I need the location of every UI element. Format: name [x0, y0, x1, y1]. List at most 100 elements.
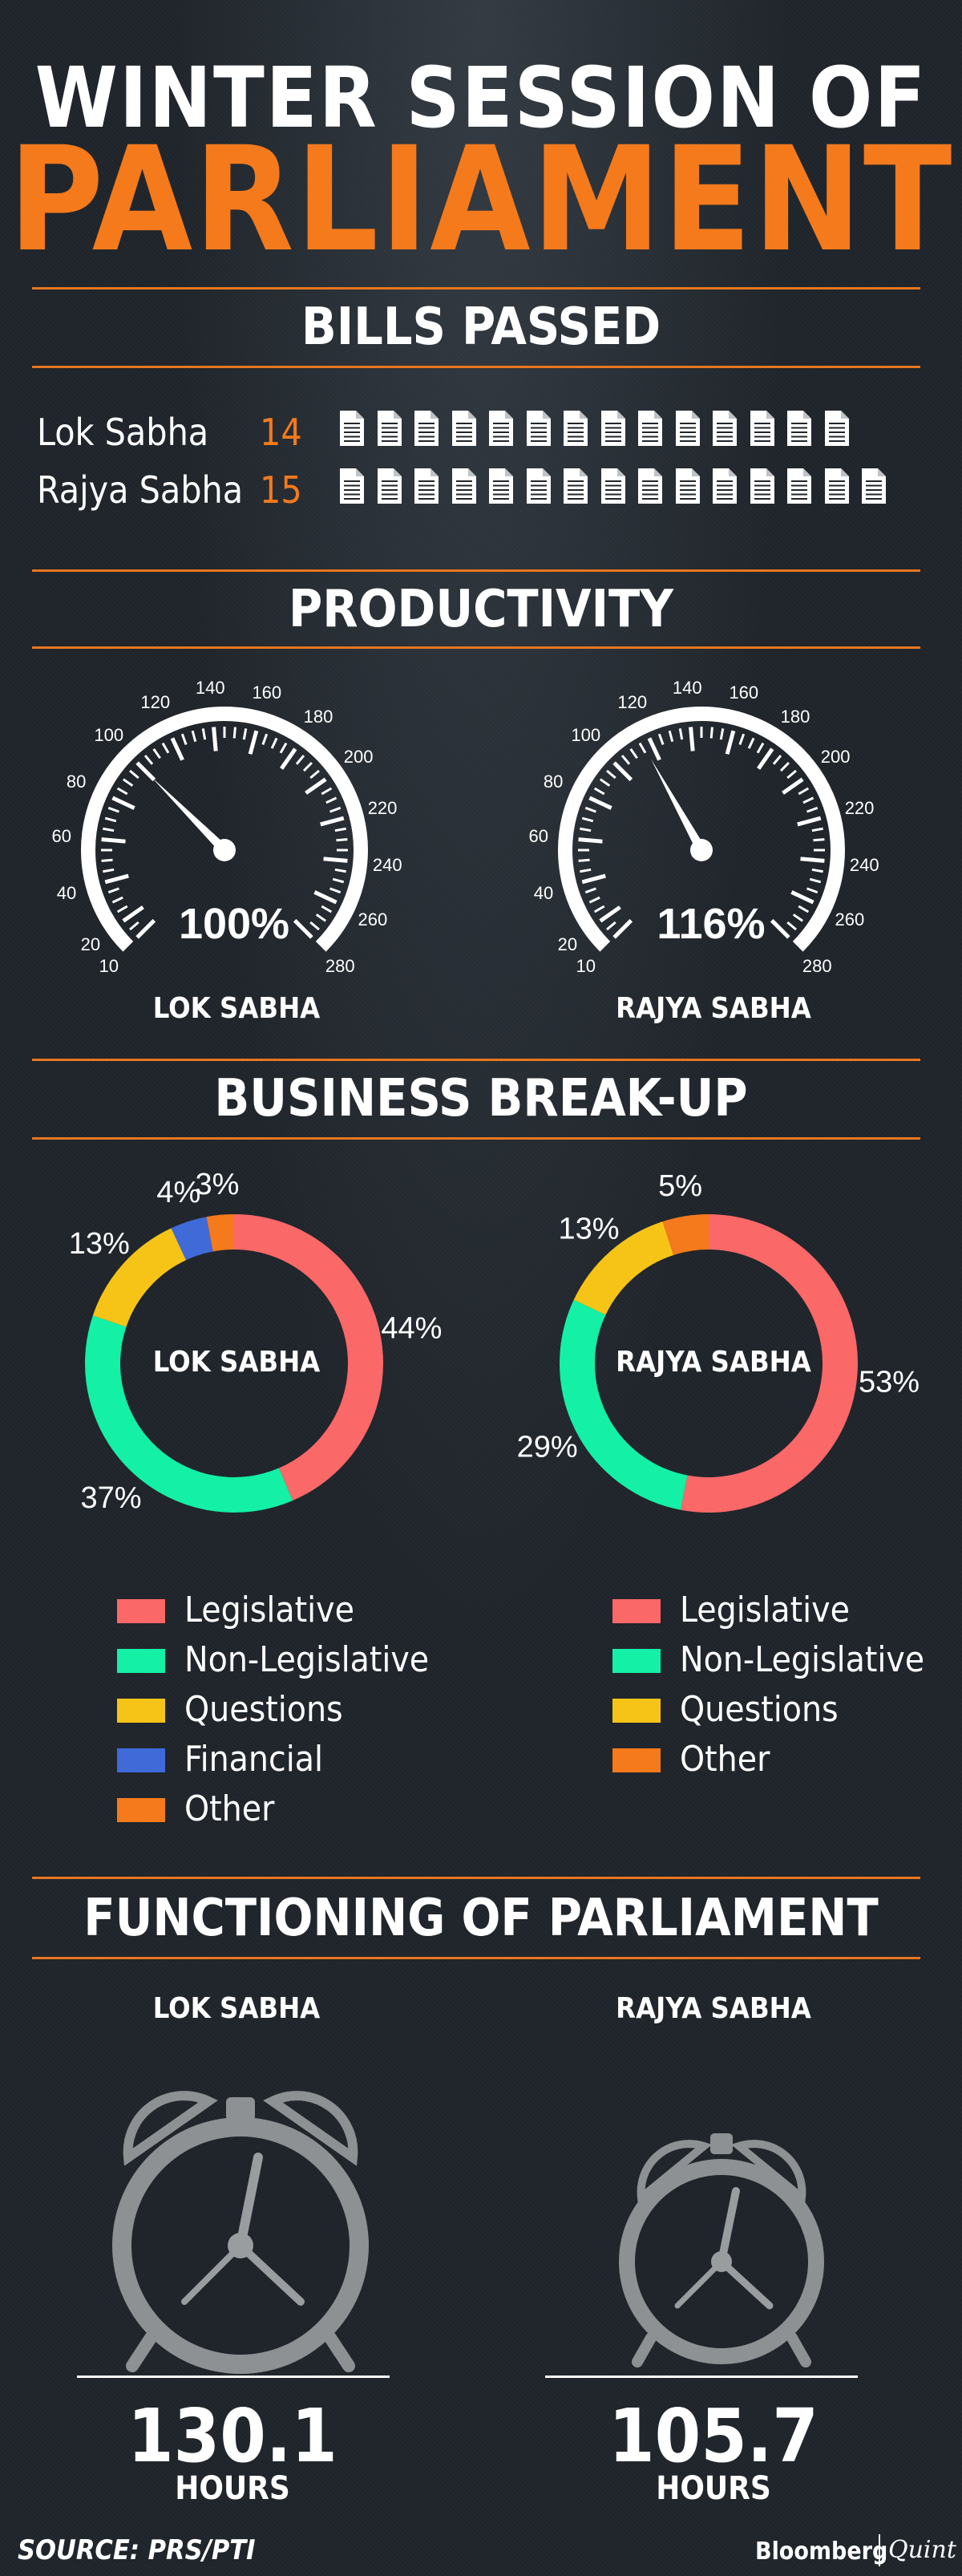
func-lok-unit: HOURS	[175, 2470, 290, 2507]
gauge-tick	[104, 873, 129, 885]
brand-quint: Quint	[888, 2536, 956, 2564]
gauge-needle	[151, 776, 228, 854]
func-rajya-label: RAJYA SABHA	[616, 1992, 811, 2025]
gauge-tick	[578, 837, 603, 844]
gauge-tick	[599, 905, 621, 923]
gauge-tick	[293, 918, 313, 939]
gauge-tick	[103, 868, 115, 873]
divider	[32, 1137, 920, 1140]
gauge-tick	[309, 769, 320, 780]
donut-pct-label: 5%	[658, 1169, 702, 1203]
donut-slice	[573, 1221, 674, 1316]
document-icon	[451, 411, 476, 446]
gauge-tick	[580, 827, 592, 832]
document-icon	[787, 468, 811, 504]
gauge-tick	[152, 747, 161, 759]
gauge-tick	[620, 755, 631, 765]
gauge-rajya-label: RAJYA SABHA	[616, 992, 811, 1025]
business-heading: BUSINESS BREAK-UP	[214, 1069, 748, 1128]
donut-slice	[171, 1217, 214, 1261]
gauge-tick	[584, 887, 596, 894]
gauge-tick	[242, 728, 248, 740]
brand-separator	[879, 2534, 880, 2566]
gauge-tick	[689, 727, 695, 751]
legend-swatch	[612, 1599, 661, 1623]
gauge-tick	[321, 787, 333, 796]
gauge-tick-label: 160	[252, 682, 281, 703]
gauge-tick	[588, 896, 600, 904]
gauge-tick	[719, 728, 725, 740]
donut-pct-label: 37%	[80, 1481, 141, 1515]
document-icon	[600, 411, 625, 446]
gauge-tick	[320, 816, 345, 827]
gauge-tick-label: 160	[729, 682, 758, 703]
title-line1: WINTER SESSION OF	[34, 49, 928, 147]
gauge-tick	[315, 913, 327, 922]
bills-rajya-count: 15	[260, 468, 302, 512]
donut-chart: 53% 29% 13% 5%	[517, 1169, 920, 1513]
gauge-tick	[111, 896, 123, 904]
gauge-arc	[558, 707, 845, 952]
gauge-tick-label: 40	[534, 883, 553, 903]
gauge-tick	[280, 747, 297, 770]
document-icon	[862, 468, 886, 504]
gauge-tick	[668, 730, 674, 743]
gauge-tick	[270, 737, 278, 749]
func-rajya-unit: HOURS	[656, 2470, 771, 2507]
gauge-tick	[638, 742, 647, 754]
gauge-tick	[334, 868, 346, 873]
gauge-tick	[612, 918, 633, 939]
document-icon	[713, 468, 737, 504]
gauge-tick-label: 140	[196, 678, 225, 698]
gauge-tick	[678, 728, 684, 740]
divider	[32, 646, 920, 649]
gauge-tick-label: 200	[344, 747, 374, 767]
gauge-tick-label: 260	[358, 909, 388, 930]
gauge-tick	[116, 905, 128, 913]
document-icon	[675, 411, 700, 446]
document-icon	[340, 411, 364, 446]
gauge-tick	[332, 877, 345, 884]
gauge-tick	[581, 873, 606, 885]
gauge-tick	[143, 755, 154, 765]
func-lok-value: 130.1	[127, 2393, 338, 2479]
gauge-tick-label: 260	[835, 909, 865, 930]
gauge-tick	[321, 905, 333, 913]
bills-heading: BILLS PASSED	[301, 298, 661, 357]
legend-label: Other	[680, 1739, 770, 1780]
gauge-tick	[329, 806, 342, 813]
gauge-tick	[101, 837, 126, 844]
gauge-tick-label: 20	[558, 934, 577, 954]
gauge-tick	[725, 730, 736, 755]
document-icon	[414, 468, 439, 504]
gauge-tick-label: 60	[52, 826, 71, 846]
document-icon	[638, 468, 662, 504]
gauge-tick	[629, 747, 638, 759]
divider	[32, 366, 920, 368]
donut-lok-center: LOK SABHA	[152, 1346, 321, 1379]
legend-swatch	[117, 1798, 165, 1822]
gauge-needle	[650, 759, 706, 853]
document-icon	[489, 468, 513, 504]
gauge-hub	[213, 839, 236, 861]
business-donuts: 44% 37% 13% 4%3% 53% 29% 13% 5%	[69, 1168, 920, 1515]
alarm-clock-icon	[619, 2133, 824, 2367]
gauge-tick	[657, 733, 665, 745]
donut-pct-label: 44%	[381, 1312, 442, 1346]
gauge-tick-label: 280	[802, 956, 832, 976]
document-icon	[526, 411, 551, 446]
document-icon	[340, 468, 364, 504]
gauge-tick	[129, 921, 139, 931]
gauge-tick	[756, 742, 765, 754]
alarm-clock-icon	[112, 2091, 369, 2374]
legend-swatch	[612, 1649, 661, 1673]
document-icon	[377, 411, 402, 446]
gauge-tick	[809, 877, 822, 884]
gauge-tick	[772, 755, 782, 765]
bills-lok-count: 14	[260, 411, 302, 454]
divider	[32, 1059, 920, 1061]
legend-label: Non-Legislative	[184, 1639, 430, 1680]
donut-pct-label: 29%	[517, 1431, 578, 1464]
